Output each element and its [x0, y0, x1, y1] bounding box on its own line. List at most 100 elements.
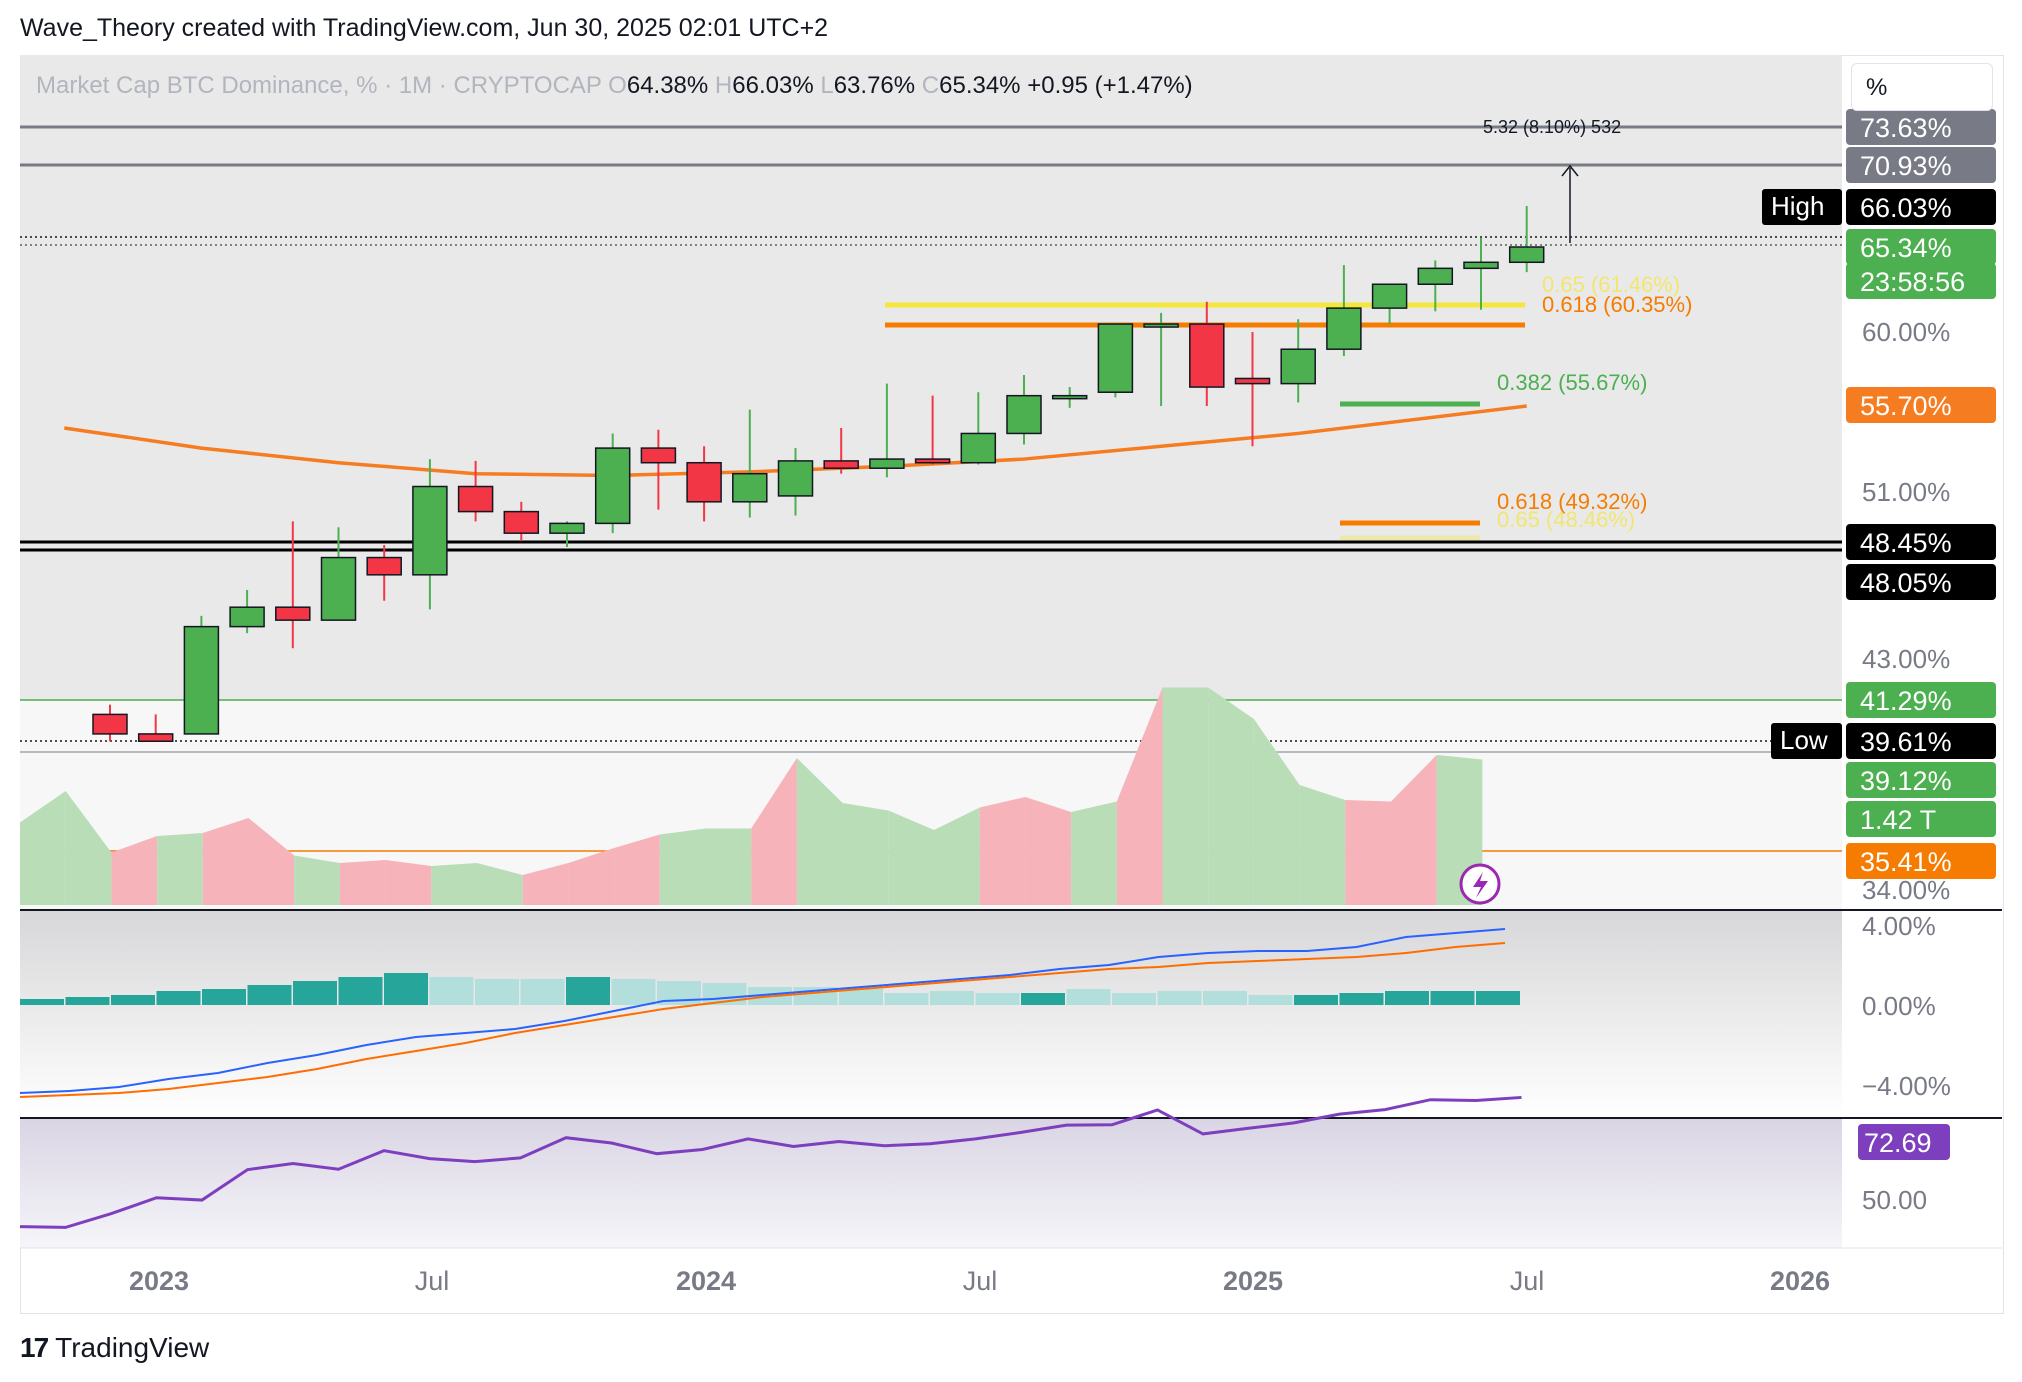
macd-histogram-bar: [884, 993, 929, 1005]
macd-histogram-bar: [839, 989, 883, 1005]
tradingview-brand: TradingView: [55, 1332, 210, 1363]
volume-area-segment: [1162, 687, 1209, 905]
price-axis-badge: [1846, 564, 1996, 600]
candle-body: [914, 458, 951, 464]
volume-area-segment: [1253, 719, 1300, 905]
macd-histogram-bar: [1248, 995, 1293, 1005]
macd-histogram-bar: [293, 981, 337, 1005]
rsi-line: [19, 1095, 1522, 1229]
macd-histogram-bar: [1294, 995, 1338, 1005]
price-axis-badge-text: 1.42 T: [1860, 805, 1936, 835]
volume-area-segment: [1345, 800, 1391, 905]
candle-body: [549, 522, 585, 534]
macd-histogram-bar: [975, 993, 1020, 1005]
price-axis-badge-text: 23:58:56: [1860, 267, 1965, 297]
volume-area-segment: [934, 807, 980, 905]
fib-label: 0.382 (55.67%): [1497, 370, 1647, 395]
candle-body: [1189, 323, 1225, 388]
price-axis-badge-text: 66.03%: [1860, 193, 1952, 223]
price-axis-badge-text: 48.45%: [1860, 528, 1952, 558]
macd-histogram-bar: [1430, 991, 1475, 1005]
price-axis-badge-text: 48.05%: [1860, 568, 1952, 598]
candle-body: [1508, 246, 1545, 264]
candle-body: [1097, 323, 1134, 393]
volume-area-segment: [1025, 797, 1072, 905]
candle-body: [1371, 283, 1408, 309]
chart-credit: Wave_Theory created with TradingView.com…: [20, 14, 829, 42]
volume-area-segment: [111, 836, 158, 905]
volume-area-segment: [385, 860, 432, 905]
volume-area-segment: [979, 797, 1026, 905]
symbol-name[interactable]: Market Cap BTC Dominance, % · 1M · CRYPT…: [36, 72, 602, 99]
price-axis-badge-text: 35.41%: [1860, 847, 1952, 877]
volume-area-segment: [751, 758, 797, 905]
macd-histogram-bar: [1066, 989, 1111, 1005]
price-axis-badge: [1846, 263, 1996, 299]
time-axis-label: 2026: [1770, 1266, 1830, 1296]
volume-area-segment: [568, 848, 615, 905]
price-axis-label: 34.00%: [1862, 875, 1950, 905]
fib-label: 0.65 (61.46%): [1542, 272, 1680, 297]
candle-body: [320, 556, 357, 621]
macd-histogram-bar: [338, 977, 383, 1005]
lightning-icon: [1473, 872, 1488, 898]
fib-label: 0.618 (49.32%): [1497, 489, 1647, 514]
measure-arrowhead: [1561, 164, 1579, 177]
measure-label: 5.32 (8.10%) 532: [1483, 117, 1621, 137]
price-axis-badge-text: 65.34%: [1860, 233, 1952, 263]
signal-line: [19, 942, 1506, 1098]
volume-area-segment: [1391, 755, 1437, 905]
time-axis-label: Jul: [1510, 1266, 1545, 1296]
macd-histogram-bar: [65, 997, 110, 1005]
price-axis-badge-text: 41.29%: [1860, 686, 1952, 716]
price-axis-badge: [1846, 189, 1996, 225]
high-tag: [1762, 189, 1842, 225]
volume-area-segment: [20, 791, 66, 905]
macd-histogram-bar: [1339, 993, 1384, 1005]
price-axis-label: 0.00%: [1862, 991, 1936, 1021]
macd-histogram-bar: [20, 999, 64, 1005]
macd-pane-bg: [20, 910, 1842, 1118]
price-axis-label: 4.00%: [1862, 911, 1936, 941]
tradingview-footer[interactable]: 17 TradingView: [20, 1332, 209, 1364]
volume-area-segment: [796, 758, 843, 905]
price-axis-label: 51.00%: [1862, 477, 1950, 507]
candle-body: [777, 460, 814, 497]
symbol-legend[interactable]: Market Cap BTC Dominance, % · 1M · CRYPT…: [36, 72, 1193, 100]
price-axis-badge: [1846, 843, 1996, 879]
price-unit-button[interactable]: %: [1851, 63, 1993, 111]
candle-body: [457, 485, 494, 513]
change-value: +0.95 (+1.47%): [1027, 72, 1193, 99]
rsi-pane-bg: [20, 1118, 1842, 1248]
candle-body: [1234, 377, 1271, 385]
low-value: 63.76%: [833, 72, 916, 99]
rsi-value-badge-text: 72.69: [1864, 1128, 1932, 1158]
volume-area-segment: [888, 810, 934, 905]
candle-body: [183, 625, 220, 735]
volume-area-segment: [705, 828, 752, 905]
candle-body: [686, 461, 722, 503]
time-axis-label: 2024: [676, 1266, 736, 1296]
volume-area-segment: [522, 863, 569, 905]
close-value: 65.34%: [939, 72, 1021, 99]
price-axis-badge: [1846, 801, 1996, 837]
open-value: 64.38%: [626, 72, 709, 99]
candle-body: [1143, 323, 1179, 328]
low-tag: [1771, 723, 1842, 759]
price-axis-badge-text: 70.93%: [1860, 151, 1952, 181]
macd-histogram-bar: [611, 979, 656, 1005]
high-tag-text: High: [1771, 191, 1824, 221]
price-axis-badge: [1846, 524, 1996, 560]
macd-line: [19, 928, 1506, 1094]
price-axis-label: 43.00%: [1862, 644, 1950, 674]
volume-area-segment: [157, 833, 203, 905]
macd-histogram-bar: [1203, 991, 1247, 1005]
candle-body: [869, 458, 905, 469]
volume-area-segment: [202, 818, 249, 905]
price-axis-badge: [1846, 682, 1996, 718]
candle-body: [229, 606, 265, 628]
macd-histogram-bar: [1385, 991, 1429, 1005]
candle-body: [594, 447, 631, 525]
macd-histogram-bar: [1476, 991, 1520, 1005]
